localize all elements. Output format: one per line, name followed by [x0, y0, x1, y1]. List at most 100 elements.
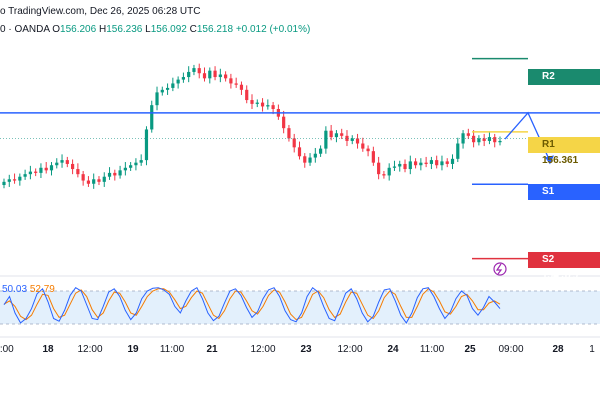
candle-body [350, 138, 354, 141]
ohlc-readout: 0 · OANDA O156.206 H156.236 L156.092 C15… [0, 24, 310, 35]
high-value: 156.236 [106, 24, 143, 35]
level-s2-value: 154.379 [542, 270, 579, 281]
candle-body [202, 73, 207, 79]
candles [2, 63, 502, 189]
candle-body [266, 105, 270, 107]
stochastic-panel [0, 286, 600, 325]
candle-body [218, 74, 222, 78]
level-s1-name: S1 [542, 186, 555, 197]
candle-body [445, 161, 449, 164]
candle-body [60, 160, 64, 163]
candle-body [477, 138, 481, 143]
level-r2-value: 157.509 [542, 87, 579, 98]
candle-body [487, 137, 492, 141]
candle-body [39, 167, 43, 173]
candle-body [456, 143, 460, 159]
x-tick-label: 1 [589, 344, 595, 355]
x-tick-label: 18 [42, 344, 54, 355]
change-value: +0.012 (+0.01%) [235, 24, 311, 35]
candle-body [192, 68, 196, 72]
candle-body [260, 102, 265, 107]
candle-body [297, 147, 302, 157]
candle-body [97, 179, 101, 182]
candle-body [123, 167, 127, 171]
candle-body [92, 179, 96, 184]
candle-body [318, 148, 323, 154]
x-tick-label: 12:00 [77, 344, 103, 355]
candle-body [86, 180, 91, 184]
candle-body [144, 129, 149, 161]
candle-body [34, 171, 38, 173]
level-s2-badge: S2 154.379 [528, 252, 600, 281]
candle-body [229, 78, 233, 84]
level-s1-value: 155.543 [542, 202, 579, 213]
x-tick-label: 24 [387, 344, 399, 355]
candle-body [340, 133, 344, 136]
candle-body [282, 116, 286, 129]
candle-body [12, 179, 17, 181]
projected-arrowhead [545, 155, 554, 165]
stoch-k-line [3, 286, 501, 324]
candle-body [155, 92, 159, 106]
x-tick-label: 09:00 [495, 344, 527, 355]
candle-body [234, 83, 238, 85]
candle-body [165, 87, 170, 90]
candle-body [392, 166, 397, 168]
candle-body [197, 68, 201, 74]
candle-body [408, 161, 412, 170]
candle-body [7, 179, 11, 182]
candle-body [361, 143, 365, 149]
candle-body [245, 89, 249, 101]
candle-body [345, 135, 349, 141]
candle-body [150, 105, 154, 130]
x-tick-label: 28 [552, 344, 564, 355]
candle-body [472, 135, 476, 143]
candle-body [287, 128, 291, 139]
candle-body [23, 174, 27, 177]
candle-body [377, 162, 381, 175]
stoch-legend: 50.03 52.79 [2, 284, 55, 295]
close-label: C [189, 24, 197, 35]
close-value: 156.218 [196, 24, 234, 35]
candle-body [424, 162, 428, 164]
open-label: O [52, 24, 61, 35]
level-r1-name: R1 [542, 139, 555, 150]
stoch-k-value: 50.03 [2, 284, 28, 295]
x-tick-label: 25 [464, 344, 476, 355]
lightning-glyph [495, 263, 503, 275]
x-tick-label: 21 [206, 344, 218, 355]
candle-body [160, 89, 164, 93]
candle-body [118, 170, 122, 176]
candle-body [366, 148, 370, 152]
x-tick-label: 2:00 [0, 344, 14, 355]
candle-body [28, 171, 32, 175]
candle-body [387, 167, 391, 176]
candle-body [355, 138, 360, 144]
stoch-band-fill [0, 291, 600, 324]
level-s2-name: S2 [542, 254, 555, 265]
candle-body [250, 100, 254, 104]
candle-body [2, 181, 6, 186]
candle-body [493, 137, 497, 143]
candle-body [213, 70, 217, 78]
lightning-icon [493, 262, 507, 276]
candle-body [313, 153, 317, 158]
candle-body [18, 176, 22, 181]
x-tick-label: 19 [127, 344, 139, 355]
candle-body [440, 161, 444, 166]
candle-body [398, 163, 402, 167]
candle-body [324, 130, 328, 149]
candle-body [413, 161, 418, 166]
candle-body [70, 163, 75, 170]
candle-body [308, 157, 312, 163]
open-value: 156.206 [60, 24, 97, 35]
candle-body [403, 163, 407, 170]
candle-body [44, 167, 48, 171]
candle-body [461, 133, 465, 144]
level-r1-value: 156.361 [542, 155, 579, 166]
x-tick-label: 12:00 [250, 344, 276, 355]
candle-body [181, 77, 186, 80]
candle-body [271, 105, 275, 109]
candle-body [224, 74, 228, 79]
